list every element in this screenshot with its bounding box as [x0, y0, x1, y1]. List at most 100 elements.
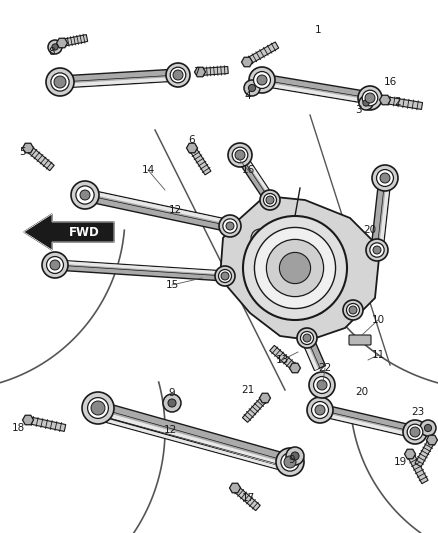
Circle shape: [317, 380, 327, 390]
Text: 4: 4: [245, 91, 251, 101]
Circle shape: [286, 447, 304, 465]
Circle shape: [71, 181, 99, 209]
Circle shape: [366, 239, 388, 261]
Circle shape: [264, 193, 276, 206]
Polygon shape: [301, 336, 325, 370]
Text: 5: 5: [19, 147, 25, 157]
Polygon shape: [26, 146, 54, 171]
Text: 1: 1: [314, 25, 321, 35]
Circle shape: [46, 68, 74, 96]
Text: 9: 9: [289, 455, 295, 465]
Polygon shape: [189, 146, 211, 175]
Polygon shape: [245, 42, 279, 65]
Circle shape: [403, 420, 427, 444]
Text: 10: 10: [371, 315, 385, 325]
Text: 7: 7: [193, 67, 199, 77]
Polygon shape: [385, 96, 423, 109]
Circle shape: [358, 86, 382, 110]
Polygon shape: [96, 410, 290, 468]
Polygon shape: [96, 401, 292, 469]
Circle shape: [223, 219, 237, 233]
Polygon shape: [101, 411, 293, 473]
Polygon shape: [230, 483, 240, 493]
Polygon shape: [57, 38, 67, 48]
Polygon shape: [236, 152, 274, 203]
Text: 13: 13: [276, 355, 289, 365]
Circle shape: [163, 394, 181, 412]
Circle shape: [88, 398, 108, 418]
Polygon shape: [233, 486, 260, 511]
Circle shape: [303, 334, 311, 342]
Circle shape: [51, 73, 69, 91]
Polygon shape: [194, 67, 205, 77]
Polygon shape: [24, 214, 114, 250]
Polygon shape: [22, 415, 33, 425]
Circle shape: [284, 456, 296, 468]
Circle shape: [219, 270, 232, 282]
Polygon shape: [241, 57, 252, 67]
Polygon shape: [290, 363, 300, 373]
Polygon shape: [405, 449, 416, 459]
Text: 16: 16: [383, 77, 397, 87]
Circle shape: [228, 143, 252, 167]
Circle shape: [314, 376, 330, 393]
Circle shape: [243, 216, 347, 320]
Polygon shape: [379, 178, 390, 251]
Polygon shape: [270, 345, 297, 370]
Text: FWD: FWD: [69, 225, 99, 238]
Circle shape: [359, 96, 373, 110]
Polygon shape: [302, 338, 318, 370]
Polygon shape: [242, 395, 268, 422]
Polygon shape: [101, 417, 292, 472]
Circle shape: [281, 453, 299, 471]
Text: 17: 17: [241, 493, 254, 503]
Circle shape: [235, 150, 245, 160]
FancyBboxPatch shape: [349, 335, 371, 345]
Polygon shape: [319, 404, 417, 438]
Circle shape: [265, 280, 281, 296]
Polygon shape: [319, 412, 415, 437]
Circle shape: [309, 372, 335, 398]
Circle shape: [91, 401, 105, 415]
Polygon shape: [407, 453, 428, 483]
Circle shape: [80, 190, 90, 200]
Polygon shape: [427, 435, 438, 445]
Circle shape: [173, 70, 183, 80]
Polygon shape: [241, 152, 274, 199]
Circle shape: [315, 405, 325, 415]
Polygon shape: [200, 67, 228, 76]
Circle shape: [52, 44, 58, 50]
Polygon shape: [60, 77, 178, 87]
Circle shape: [50, 260, 60, 270]
Circle shape: [410, 427, 420, 437]
Circle shape: [407, 424, 423, 440]
Polygon shape: [84, 189, 231, 232]
Text: 12: 12: [168, 205, 182, 215]
Text: 8: 8: [49, 47, 55, 57]
Circle shape: [343, 300, 363, 320]
Circle shape: [373, 246, 381, 254]
Polygon shape: [379, 95, 391, 105]
Polygon shape: [55, 261, 225, 274]
Circle shape: [300, 332, 314, 344]
Circle shape: [219, 215, 241, 237]
Circle shape: [42, 252, 68, 278]
Polygon shape: [55, 260, 225, 281]
Text: 12: 12: [163, 425, 177, 435]
Circle shape: [221, 272, 229, 280]
Circle shape: [291, 452, 299, 460]
Text: 6: 6: [189, 135, 195, 145]
Circle shape: [166, 63, 190, 87]
Text: 21: 21: [241, 385, 254, 395]
Polygon shape: [61, 35, 88, 46]
Polygon shape: [261, 74, 371, 104]
Circle shape: [349, 306, 357, 314]
Text: 2: 2: [395, 97, 401, 107]
Circle shape: [303, 291, 327, 315]
Circle shape: [372, 165, 398, 191]
Polygon shape: [85, 190, 231, 224]
Circle shape: [76, 186, 94, 204]
Text: 22: 22: [318, 363, 332, 373]
Circle shape: [370, 243, 384, 257]
Circle shape: [170, 67, 186, 83]
